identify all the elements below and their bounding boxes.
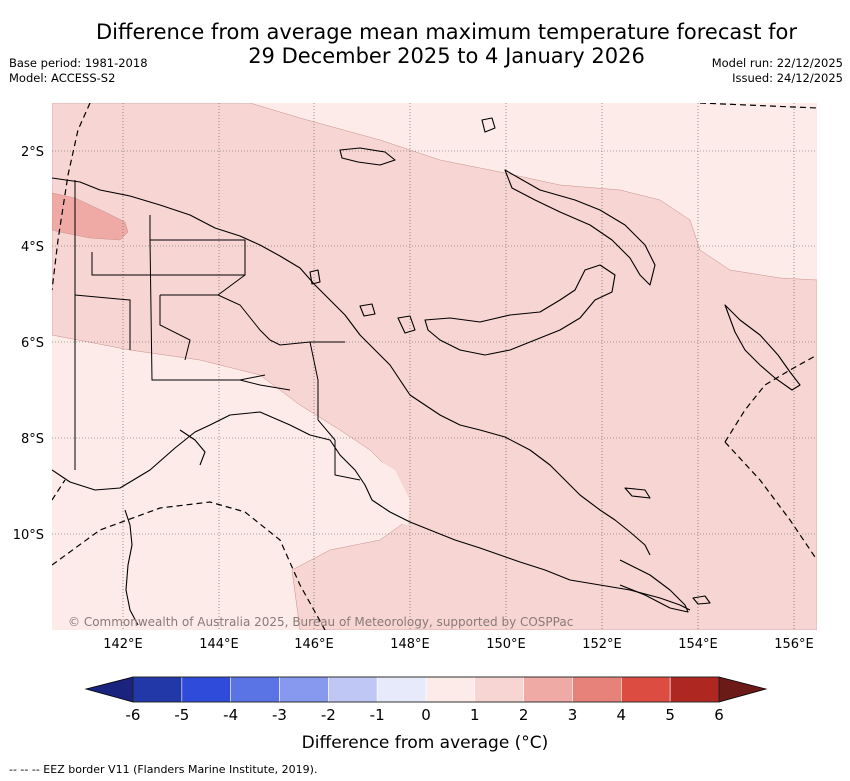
lon-label: 152°E [582, 637, 622, 652]
model-name: Model: ACCESS-S2 [9, 71, 116, 85]
colorbar-tick: 3 [568, 706, 578, 724]
lon-label: 142°E [103, 637, 143, 652]
colorbar-over-arrow [718, 676, 768, 703]
colorbar: -6 -5 -4 -3 -2 -1 0 1 2 3 4 5 6 [84, 676, 768, 724]
anomaly-1-2-region [52, 103, 817, 630]
colorbar-under-arrow [84, 676, 134, 703]
lat-label: 8°S [21, 432, 44, 447]
colorbar-cell [572, 676, 622, 703]
colorbar-cell [279, 676, 329, 703]
colorbar-tick: 1 [470, 706, 480, 724]
colorbar-cell [669, 676, 720, 703]
colorbar-tick: -1 [370, 706, 385, 724]
colorbar-frame [132, 676, 720, 703]
borders [74, 180, 361, 481]
colorbar-cell [132, 676, 183, 703]
colorbar-cell [376, 676, 427, 703]
colorbar-tick: -3 [272, 706, 287, 724]
lat-labels: 2°S 4°S 6°S 8°S 10°S [13, 145, 44, 543]
colorbar-cell [425, 676, 476, 703]
colorbar-tick: -2 [321, 706, 336, 724]
meta-left: Base period: 1981-2018 Model: ACCESS-S2 [9, 56, 148, 86]
eez-footnote: -- -- -- EEZ border V11 (Flanders Marine… [9, 763, 318, 776]
lon-label: 154°E [678, 637, 718, 652]
map-title: Difference from average mean maximum tem… [0, 20, 850, 68]
lat-label: 4°S [21, 240, 44, 255]
eez-borders [52, 103, 817, 630]
colorbar-tick: 2 [519, 706, 529, 724]
lat-label: 6°S [21, 336, 44, 351]
copyright-text: © Commonwealth of Australia 2025, Bureau… [68, 615, 573, 629]
colorbar-tick: 5 [665, 706, 675, 724]
colorbar-tick: -4 [223, 706, 238, 724]
colorbar-cell [230, 676, 280, 703]
lon-label: 148°E [390, 637, 430, 652]
colorbar-cell [474, 676, 524, 703]
model-run: Model run: 22/12/2025 [711, 56, 843, 70]
coastlines [52, 117, 801, 626]
colorbar-tick: 6 [714, 706, 724, 724]
map-panel [52, 103, 817, 630]
colorbar-tick: 4 [617, 706, 627, 724]
title-line-2: 29 December 2025 to 4 January 2026 [248, 44, 645, 68]
lat-label: 10°S [13, 528, 44, 543]
graticule [52, 103, 817, 630]
issued-date: Issued: 24/12/2025 [732, 71, 843, 85]
meta-right: Model run: 22/12/2025 Issued: 24/12/2025 [712, 56, 843, 86]
colorbar-tick: -5 [174, 706, 189, 724]
colorbar-cell [328, 676, 378, 703]
colorbar-tick: 0 [421, 706, 431, 724]
lat-label: 2°S [21, 145, 44, 160]
colorbar-cell [523, 676, 573, 703]
anomaly-2-3-region [52, 192, 129, 241]
lon-label: 156°E [774, 637, 814, 652]
base-period: Base period: 1981-2018 [9, 56, 148, 70]
colorbar-label: Difference from average (°C) [301, 733, 549, 753]
colorbar-cell [181, 676, 231, 703]
anomaly-0-1-notch [340, 440, 410, 525]
colorbar-cell [621, 676, 671, 703]
lon-labels: 142°E 144°E 146°E 148°E 150°E 152°E 154°… [103, 637, 814, 652]
lon-label: 150°E [486, 637, 526, 652]
title-line-1: Difference from average mean maximum tem… [96, 20, 797, 44]
lon-label: 144°E [199, 637, 239, 652]
colorbar-tick: -6 [126, 706, 141, 724]
lon-label: 146°E [294, 637, 334, 652]
